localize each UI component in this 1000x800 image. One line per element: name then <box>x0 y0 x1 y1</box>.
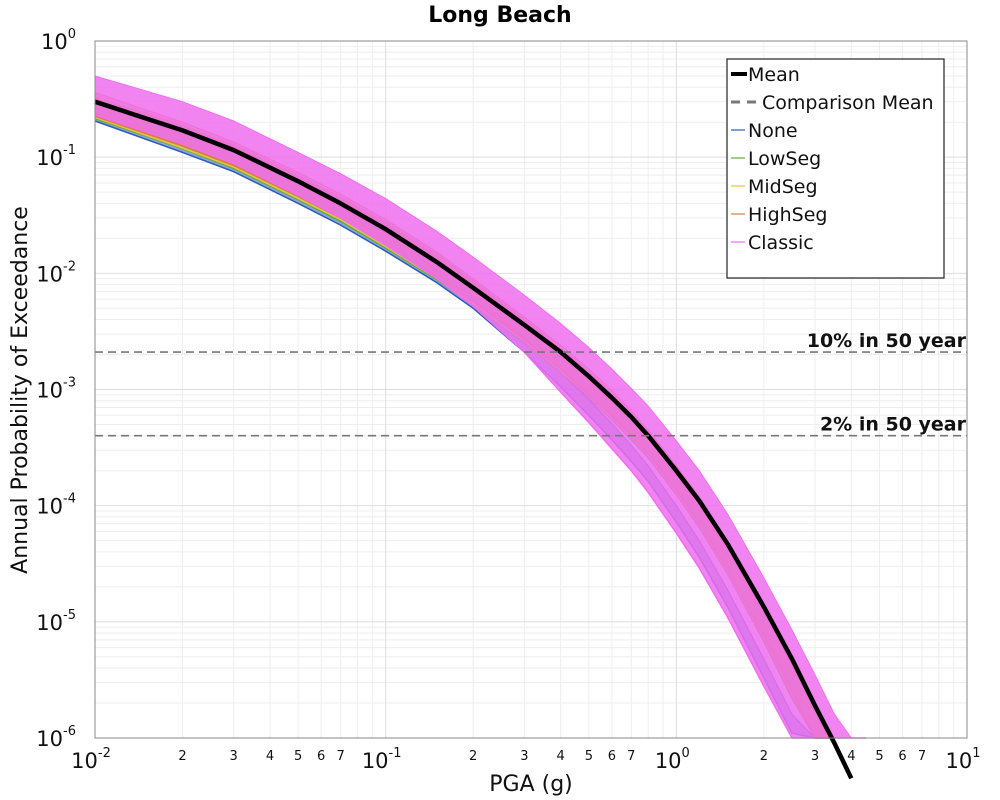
reference-line-label: 10% in 50 year <box>807 330 967 352</box>
x-minor-tick-label: 3 <box>230 749 238 764</box>
legend-label-midseg: MidSeg <box>748 176 818 198</box>
x-minor-tick-label: 3 <box>520 749 528 764</box>
legend-label-lowseg: LowSeg <box>748 148 821 170</box>
x-tick-label: 10-2 <box>71 746 111 773</box>
x-minor-tick-label: 2 <box>178 749 186 764</box>
y-tick-label: 10-2 <box>36 259 76 286</box>
series-line-mean <box>94 99 854 780</box>
x-tick-label: 100 <box>655 746 690 773</box>
x-minor-tick-label: 4 <box>266 749 274 764</box>
x-minor-tick-label: 7 <box>627 749 635 764</box>
legend-label-mean: Mean <box>748 64 800 86</box>
legend-label-highseg: HighSeg <box>748 204 827 226</box>
x-minor-tick-label: 5 <box>294 749 302 764</box>
x-minor-tick-label: 7 <box>918 749 926 764</box>
y-tick-label: 10-5 <box>36 608 76 635</box>
y-tick-label: 100 <box>41 27 76 54</box>
x-minor-tick-label: 2 <box>760 749 768 764</box>
x-minor-tick-label: 4 <box>847 749 855 764</box>
y-tick-label: 10-1 <box>36 143 76 170</box>
x-minor-tick-label: 4 <box>557 749 565 764</box>
y-tick-label: 10-6 <box>36 724 76 751</box>
legend: Mean Comparison Mean None LowSeg MidSeg HighS… <box>726 58 945 279</box>
x-axis-label: PGA (g) <box>489 772 573 797</box>
legend-box <box>726 58 945 279</box>
legend-label-comparison-mean: Comparison Mean <box>762 92 934 114</box>
x-minor-tick-label: 6 <box>608 749 616 764</box>
reference-lines: 10% in 50 year 2% in 50 year <box>95 330 967 437</box>
x-minor-tick-label: 2 <box>469 749 477 764</box>
x-minor-tick-label: 3 <box>811 749 819 764</box>
y-axis-label: Annual Probability of Exceedance <box>8 206 33 574</box>
chart-title: Long Beach <box>428 3 571 28</box>
x-minor-tick-label: 5 <box>585 749 593 764</box>
y-tick-label: 10-4 <box>36 492 76 519</box>
x-tick-label: 10-1 <box>362 746 402 773</box>
x-minor-tick-label: 5 <box>875 749 883 764</box>
reference-line-label: 2% in 50 year <box>820 414 967 436</box>
series-lines <box>94 99 854 780</box>
plot-frame <box>94 40 968 739</box>
y-tick-labels: 100 10-1 10-2 10-3 10-4 10-5 10-6 <box>36 27 76 751</box>
legend-label-classic: Classic <box>748 232 814 254</box>
x-minor-tick-label: 6 <box>317 749 325 764</box>
x-minor-tick-label: 6 <box>898 749 906 764</box>
y-tick-label: 10-3 <box>36 376 76 403</box>
x-minor-tick-label: 7 <box>337 749 345 764</box>
legend-label-none: None <box>748 120 798 142</box>
x-tick-label: 101 <box>945 746 980 773</box>
